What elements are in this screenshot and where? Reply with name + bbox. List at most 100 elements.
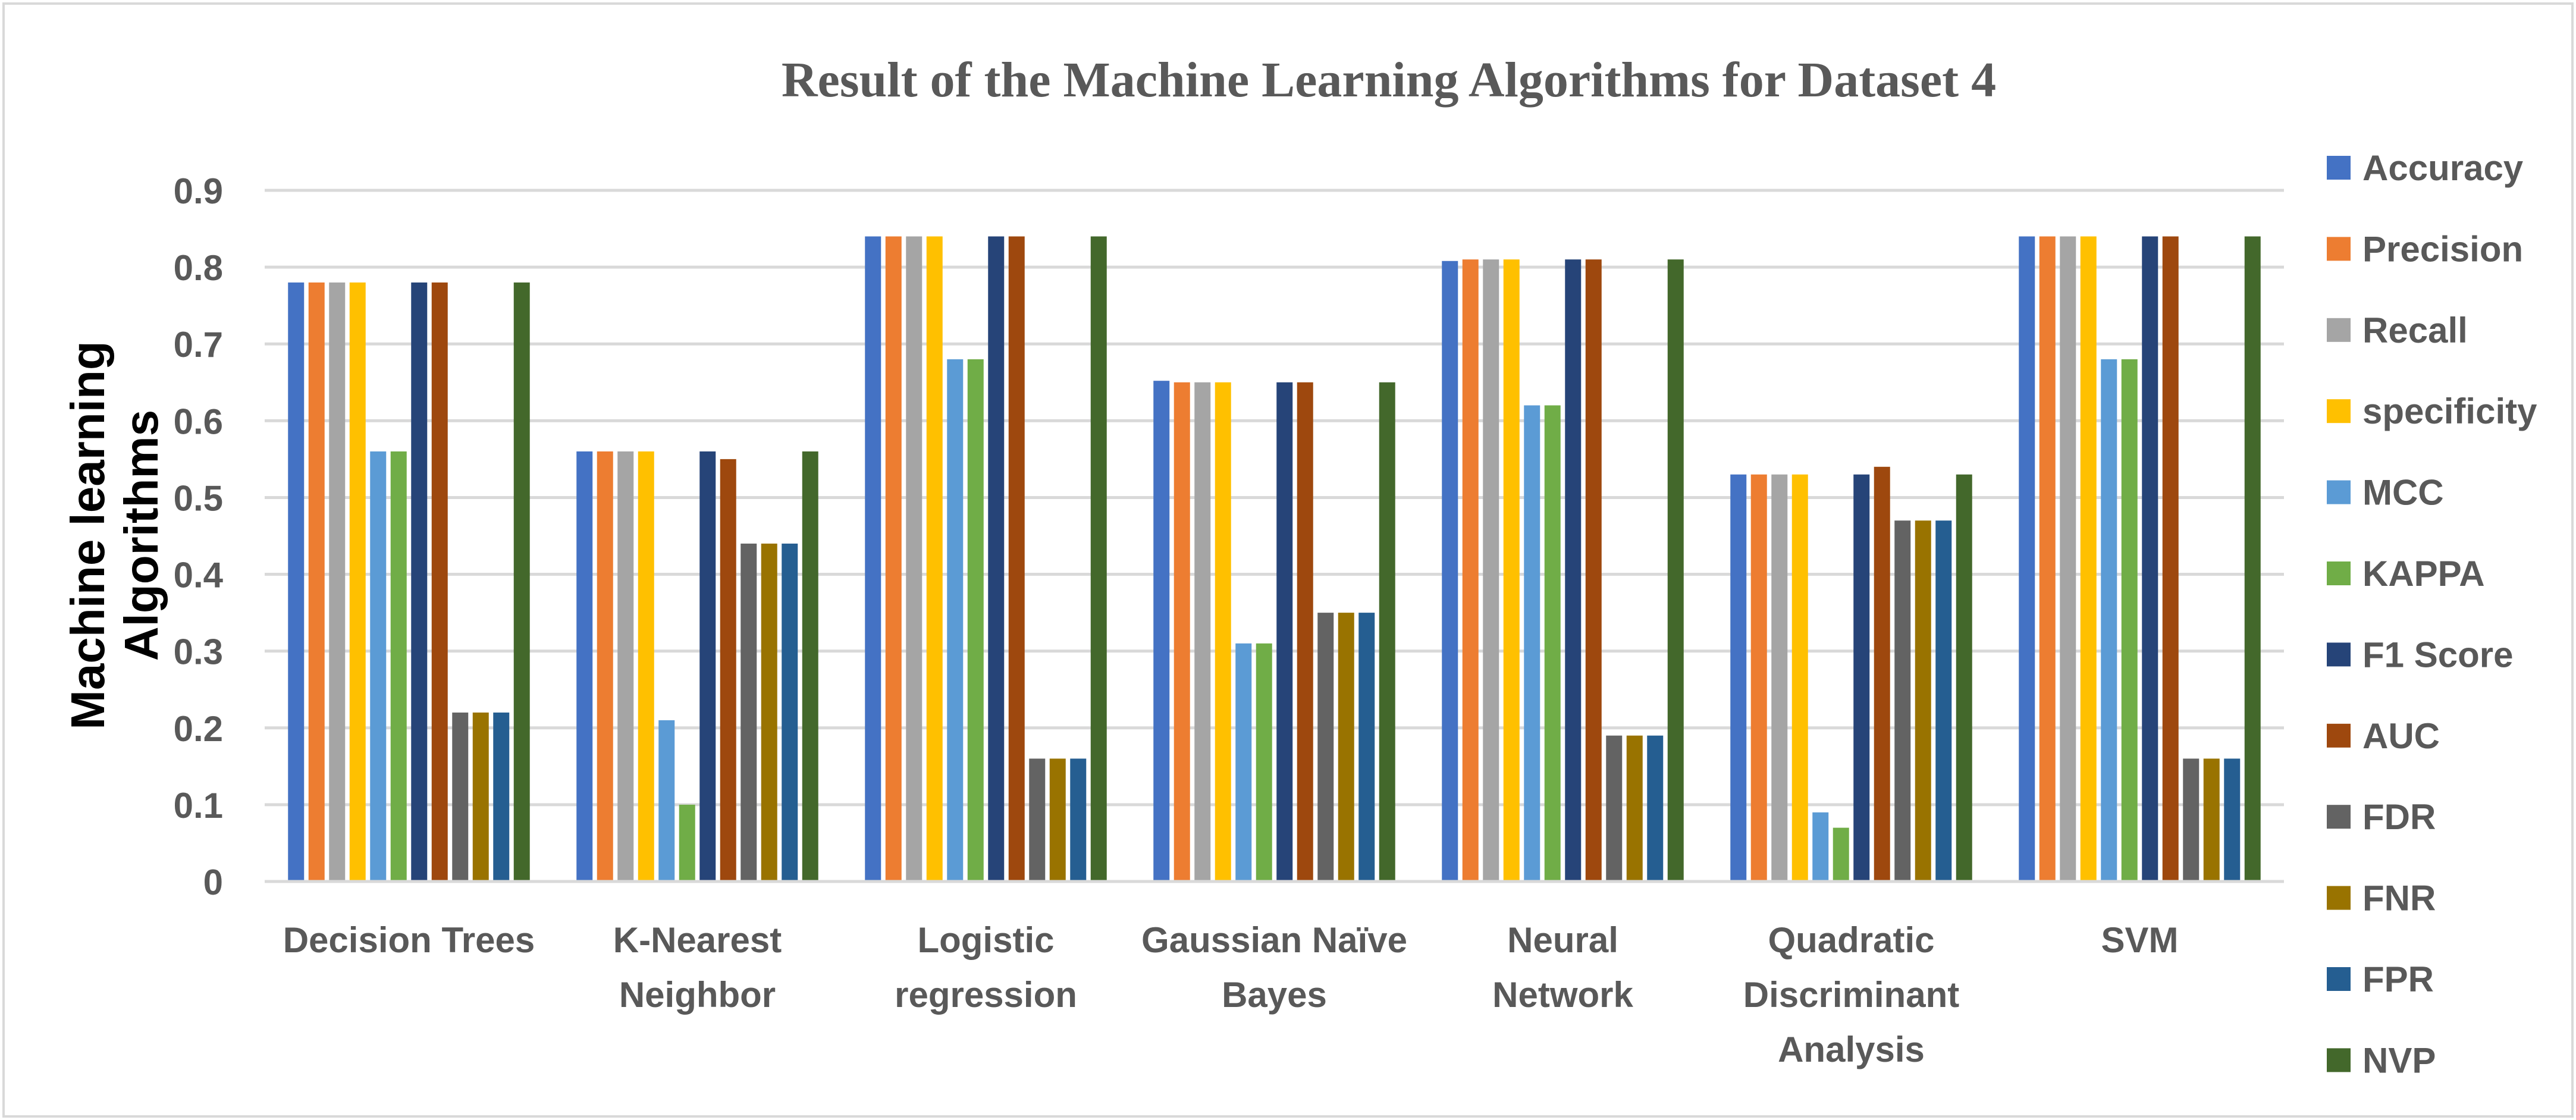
bar-fnr-0 <box>472 712 489 881</box>
bars <box>288 236 2261 882</box>
legend-swatch-specificity <box>2327 399 2351 423</box>
bar-recall-3 <box>1194 382 1211 881</box>
bar-recall-2 <box>906 236 923 881</box>
bar-recall-4 <box>1483 259 1499 882</box>
y-tick-label: 0.5 <box>174 478 223 518</box>
legend-swatch-mcc <box>2327 480 2351 504</box>
y-tick-label: 0.9 <box>174 171 223 211</box>
bar-specificity-2 <box>926 236 943 881</box>
bar-fnr-4 <box>1626 735 1643 881</box>
y-tick-label: 0.6 <box>174 401 223 441</box>
bar-auc-4 <box>1585 259 1602 882</box>
legend-swatch-precision <box>2327 237 2351 261</box>
bar-mcc-5 <box>1812 812 1829 881</box>
bar-mcc-3 <box>1235 643 1252 881</box>
bar-fpr-3 <box>1358 613 1375 881</box>
legend: Accuracy Precision Recall specificity MCC KAP… <box>2327 148 2537 1080</box>
bar-auc-5 <box>1874 466 1890 881</box>
bar-nvp-6 <box>2244 236 2261 881</box>
bar-fpr-5 <box>1935 520 1952 881</box>
bar-precision-3 <box>1174 382 1190 881</box>
bar-auc-1 <box>720 459 736 881</box>
bar-f1-score-0 <box>411 282 428 881</box>
bar-fdr-3 <box>1317 613 1334 881</box>
bar-auc-6 <box>2162 236 2179 881</box>
bar-nvp-5 <box>1956 474 1972 881</box>
bar-fpr-2 <box>1070 758 1087 881</box>
legend-swatch-fpr <box>2327 967 2351 991</box>
x-tick-label: Logistic <box>917 920 1054 960</box>
chart-title: Result of the Machine Learning Algorithm… <box>782 52 1996 108</box>
legend-label: AUC <box>2362 716 2440 756</box>
bar-recall-5 <box>1771 474 1788 881</box>
bar-f1-score-3 <box>1276 382 1293 881</box>
bar-kappa-4 <box>1544 405 1561 881</box>
bar-recall-1 <box>617 451 634 881</box>
bar-specificity-4 <box>1503 259 1520 882</box>
bar-nvp-0 <box>513 282 530 881</box>
bar-precision-4 <box>1462 259 1479 882</box>
bar-accuracy-4 <box>1442 261 1458 881</box>
legend-swatch-accuracy <box>2327 156 2351 180</box>
bar-fpr-4 <box>1647 735 1664 881</box>
legend-label: FPR <box>2362 959 2434 999</box>
bar-precision-2 <box>885 236 902 881</box>
bar-kappa-6 <box>2121 359 2138 881</box>
bar-fdr-6 <box>2183 758 2200 881</box>
y-tick-label: 0 <box>203 862 223 902</box>
legend-swatch-auc <box>2327 723 2351 748</box>
bar-fnr-5 <box>1915 520 1931 881</box>
bar-nvp-3 <box>1379 382 1395 881</box>
legend-swatch-recall <box>2327 318 2351 342</box>
bar-kappa-1 <box>679 804 695 881</box>
legend-label: Precision <box>2362 229 2523 269</box>
bar-mcc-1 <box>658 720 675 881</box>
bar-kappa-0 <box>390 451 407 881</box>
legend-label: MCC <box>2362 473 2444 513</box>
bar-mcc-4 <box>1524 405 1540 881</box>
x-tick-label: regression <box>895 975 1077 1015</box>
bar-accuracy-3 <box>1153 381 1170 881</box>
legend-label: Recall <box>2362 310 2468 350</box>
x-tick-label: Network <box>1492 975 1633 1015</box>
legend-label: FDR <box>2362 797 2436 837</box>
y-tick-label: 0.2 <box>174 709 223 749</box>
y-tick-label: 0.4 <box>174 556 224 595</box>
bar-mcc-6 <box>2101 359 2117 881</box>
bar-kappa-5 <box>1833 827 1849 881</box>
bar-fdr-1 <box>741 543 757 881</box>
bar-fpr-1 <box>782 543 798 881</box>
bar-f1-score-2 <box>988 236 1005 881</box>
bar-recall-6 <box>2060 236 2076 881</box>
x-tick-label: Quadratic <box>1768 920 1934 960</box>
bar-nvp-1 <box>802 451 818 881</box>
bar-kappa-2 <box>967 359 984 881</box>
bar-fdr-4 <box>1606 735 1623 881</box>
x-tick-label: K-Nearest <box>613 920 782 960</box>
legend-swatch-kappa <box>2327 561 2351 585</box>
legend-label: FNR <box>2362 879 2436 918</box>
x-tick-label: Gaussian Naïve <box>1141 920 1407 960</box>
bar-f1-score-1 <box>699 451 716 881</box>
bar-specificity-5 <box>1791 474 1808 881</box>
bar-fpr-6 <box>2224 758 2241 881</box>
bar-precision-5 <box>1750 474 1767 881</box>
bar-f1-score-6 <box>2142 236 2158 881</box>
y-tick-label: 0.7 <box>174 325 223 365</box>
bar-auc-3 <box>1297 382 1313 881</box>
bar-precision-0 <box>308 282 325 881</box>
bar-accuracy-1 <box>576 451 593 881</box>
bar-accuracy-5 <box>1730 474 1747 881</box>
bar-fpr-0 <box>493 712 510 881</box>
bar-fnr-2 <box>1049 758 1066 881</box>
legend-swatch-fnr <box>2327 886 2351 910</box>
bar-specificity-0 <box>349 282 366 881</box>
x-tick-label: Decision Trees <box>283 920 535 960</box>
bar-specificity-3 <box>1215 382 1231 881</box>
legend-swatch-f1-score <box>2327 642 2351 667</box>
bar-fdr-2 <box>1029 758 1046 881</box>
bar-nvp-2 <box>1090 236 1107 881</box>
bar-auc-2 <box>1008 236 1025 881</box>
x-tick-label: Analysis <box>1778 1030 1925 1069</box>
bar-accuracy-6 <box>2019 236 2035 881</box>
